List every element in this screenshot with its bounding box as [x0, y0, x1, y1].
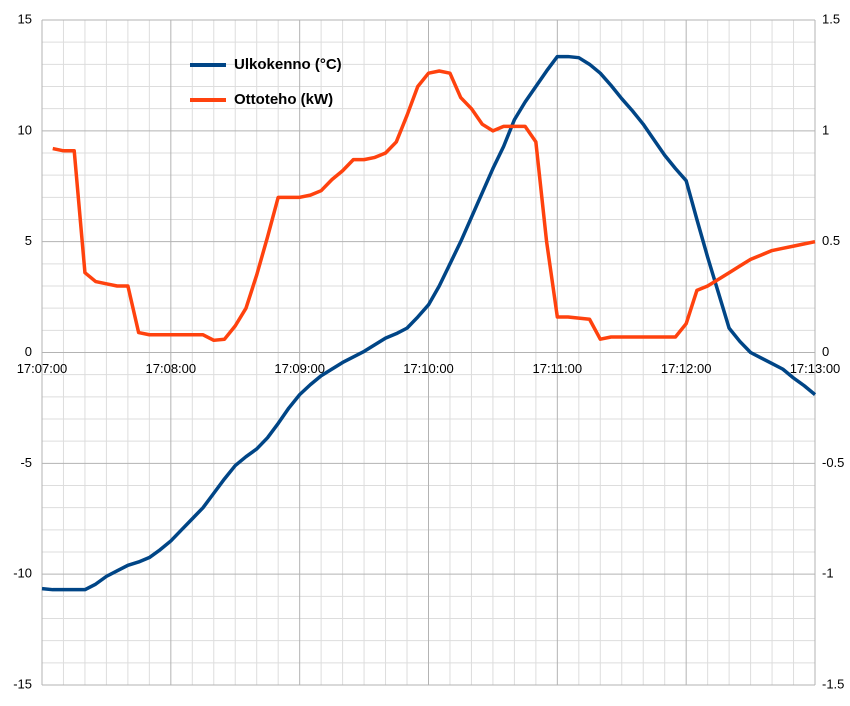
- y2-tick-label: -1.5: [822, 676, 844, 691]
- x-tick-label: 17:07:00: [17, 361, 68, 376]
- y-tick-label: 0: [25, 344, 32, 359]
- series-line: [41, 54, 817, 592]
- y-tick-label: 5: [25, 233, 32, 248]
- y2-tick-label: 1.5: [822, 11, 840, 26]
- y2-tick-label: 0.5: [822, 233, 840, 248]
- x-tick-label: 17:13:00: [790, 361, 841, 376]
- legend-label: Ottoteho (kW): [234, 91, 333, 108]
- y-tick-label: 15: [18, 11, 32, 26]
- x-tick-label: 17:09:00: [274, 361, 325, 376]
- y-tick-label: -10: [13, 566, 32, 581]
- y-tick-label: 10: [18, 122, 32, 137]
- y2-tick-label: 1: [822, 122, 829, 137]
- x-tick-label: 17:10:00: [403, 361, 454, 376]
- y2-tick-label: -0.5: [822, 455, 844, 470]
- y-tick-label: -5: [20, 455, 32, 470]
- series-line: [52, 69, 816, 343]
- y2-tick-label: -1: [822, 566, 834, 581]
- y-tick-label: -15: [13, 676, 32, 691]
- x-tick-label: 17:11:00: [533, 361, 583, 376]
- x-tick-label: 17:12:00: [661, 361, 712, 376]
- y2-tick-label: 0: [822, 344, 829, 359]
- x-tick-label: 17:08:00: [146, 361, 197, 376]
- legend-label: Ulkokenno (°C): [234, 56, 342, 73]
